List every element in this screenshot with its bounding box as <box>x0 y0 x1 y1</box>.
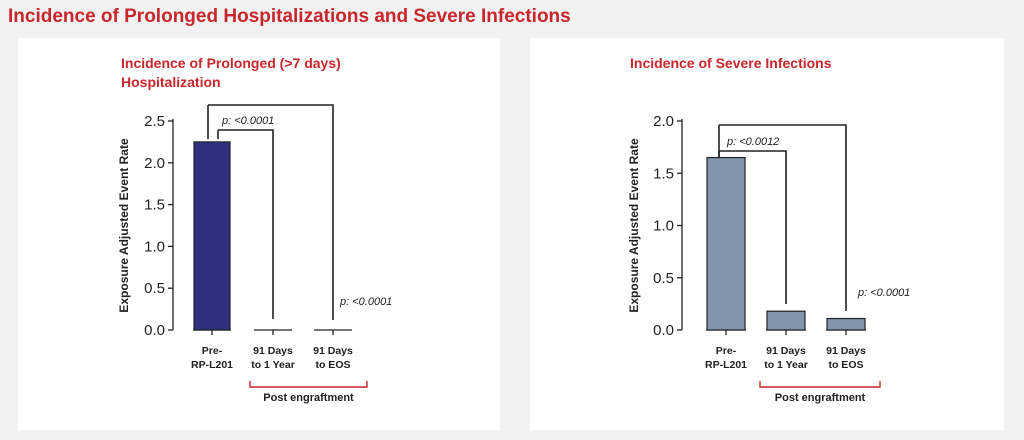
chart-title-hospitalization: Incidence of Prolonged (>7 days) Hospita… <box>121 54 341 92</box>
y-tick-label: 1.0 <box>144 238 165 255</box>
bar <box>706 156 746 331</box>
y-tick-label: 0.0 <box>653 322 674 339</box>
chart-panel-hospitalization: Incidence of Prolonged (>7 days) Hospita… <box>18 38 500 430</box>
x-tick-label: to 1 Year <box>251 359 295 371</box>
x-tick-label: 91 Days <box>253 345 293 357</box>
x-tick-label: to 1 Year <box>764 359 808 371</box>
significance-bracket <box>218 129 274 319</box>
post-engraftment-label: Post engraftment <box>775 392 866 404</box>
bar-chart-hospitalization: 0.0 0.5 1.0 1.5 2.0 2.5 Exposure Adjusted Even… <box>117 104 392 404</box>
y-tick-label: 0.0 <box>144 322 165 339</box>
post-engraftment-label: Post engraftment <box>263 392 354 404</box>
y-tick-label: 0.5 <box>144 280 165 297</box>
y-tick-label: 1.0 <box>653 218 674 235</box>
significance-bracket <box>208 104 334 320</box>
y-tick-label: 2.0 <box>144 155 165 172</box>
bar <box>826 317 866 331</box>
bar <box>193 141 231 331</box>
bar-chart-severe-infections: 0.0 0.5 1.0 1.5 2.0 Exposure Adjusted Event R… <box>627 113 910 404</box>
y-tick-label: 1.5 <box>653 165 674 182</box>
x-tick-label: Pre- <box>202 345 223 357</box>
x-tick-label: to EOS <box>315 359 350 371</box>
significance-bracket <box>719 150 787 304</box>
x-tick-label: 91 Days <box>766 345 806 357</box>
page-title: Incidence of Prolonged Hospitalizations … <box>8 6 571 27</box>
y-tick-label: 1.5 <box>144 197 165 214</box>
post-engraftment-bracket <box>249 381 368 388</box>
y-tick-label: 2.0 <box>653 113 674 130</box>
x-tick-label: Pre- <box>716 345 737 357</box>
y-axis-label: Exposure Adjusted Event Rate <box>627 138 641 313</box>
x-tick-label: RP-L201 <box>705 359 747 371</box>
x-tick-label: RP-L201 <box>191 359 233 371</box>
p-value-annotation: p: <0.0001 <box>339 296 392 308</box>
x-tick-label: to EOS <box>828 359 863 371</box>
p-value-annotation: p: <0.0001 <box>857 287 910 299</box>
p-value-annotation: p: <0.0001 <box>221 115 274 127</box>
chart-panel-severe-infections: Incidence of Severe Infections 0.0 0.5 1.0… <box>530 38 1004 430</box>
chart-title-line: Incidence of Prolonged (>7 days) <box>121 55 341 71</box>
significance-bracket <box>719 124 847 311</box>
y-tick-label: 0.5 <box>653 270 674 287</box>
chart-title-line: Incidence of Severe Infections <box>630 55 832 71</box>
y-axis-label: Exposure Adjusted Event Rate <box>117 138 131 313</box>
p-value-annotation: p: <0.0012 <box>726 136 779 148</box>
chart-title-line: Hospitalization <box>121 74 221 90</box>
chart-title-severe-infections: Incidence of Severe Infections <box>630 54 832 73</box>
x-tick-label: 91 Days <box>826 345 866 357</box>
bar <box>766 310 806 331</box>
y-tick-label: 2.5 <box>144 113 165 130</box>
post-engraftment-bracket <box>759 381 881 388</box>
x-tick-label: 91 Days <box>313 345 353 357</box>
